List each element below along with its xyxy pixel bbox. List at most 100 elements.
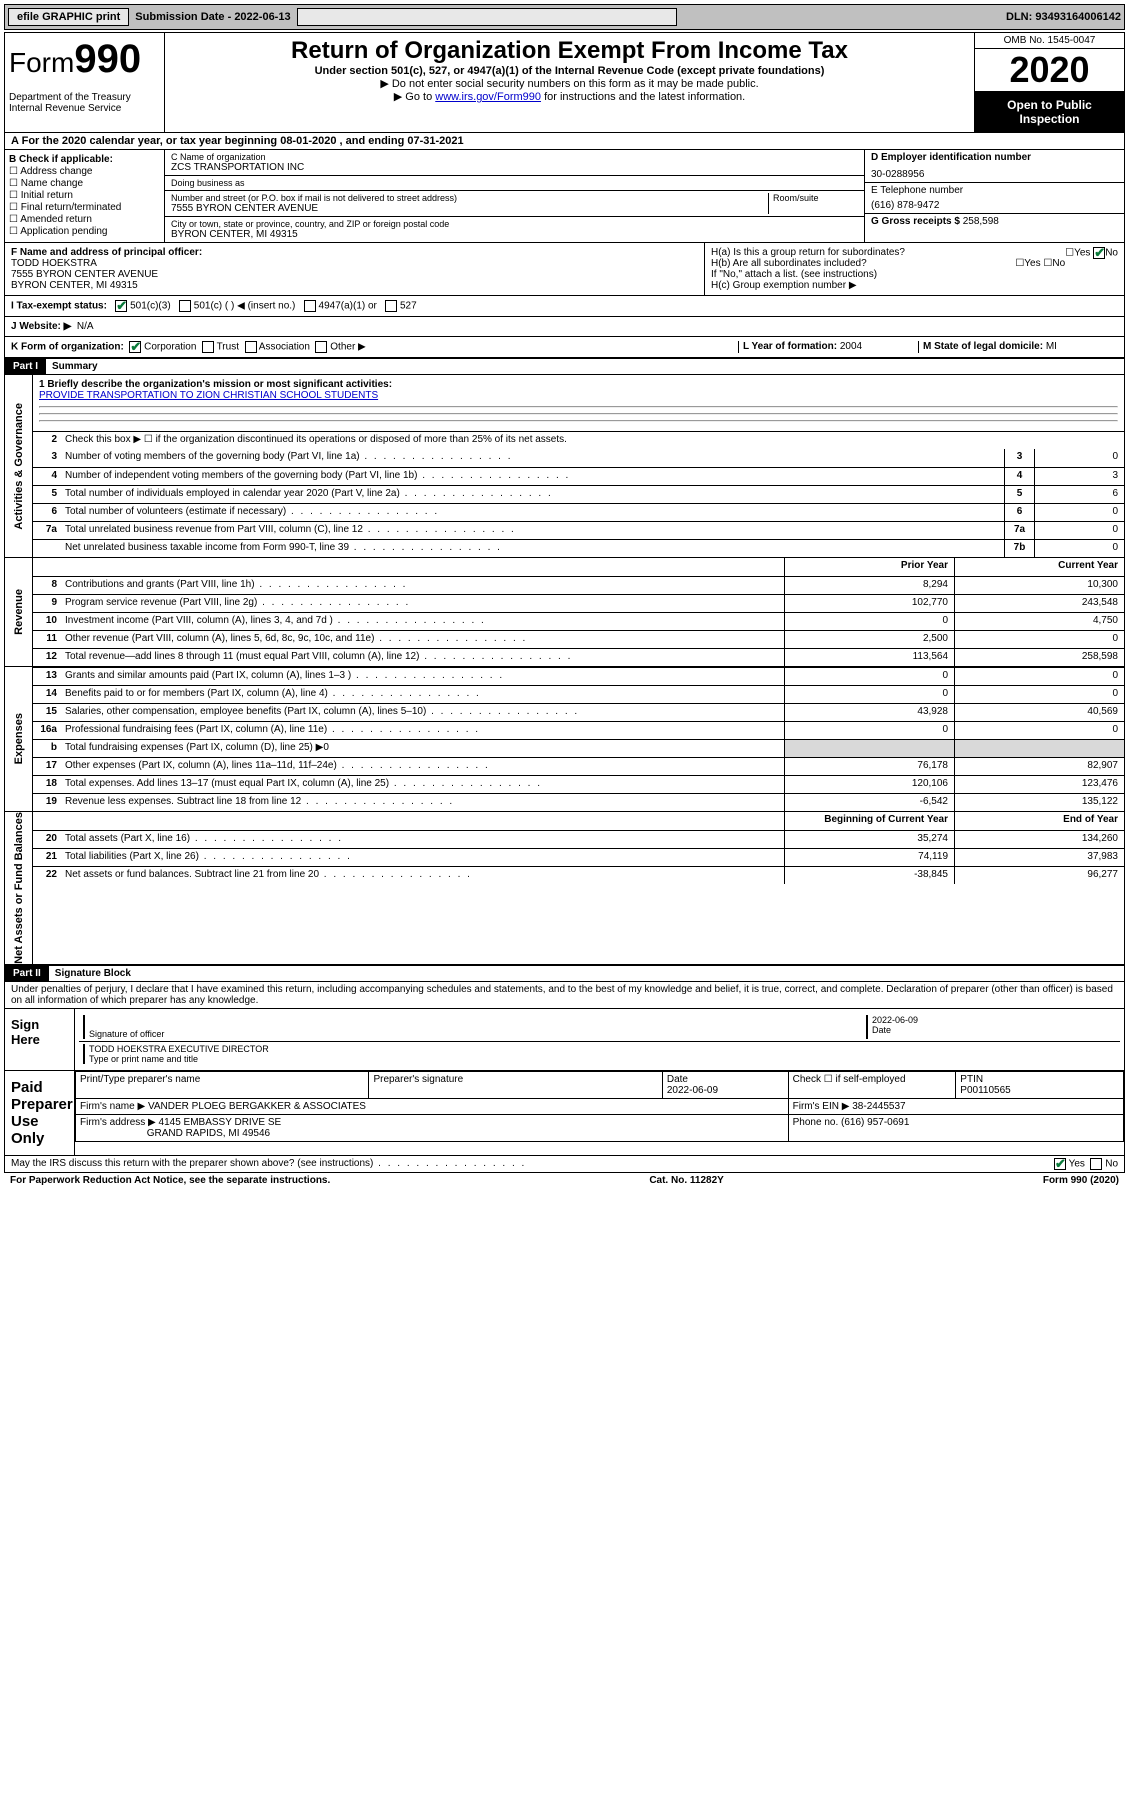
chk-amended[interactable]: ☐ Amended return: [9, 214, 160, 225]
street-label: Number and street (or P.O. box if mail i…: [171, 193, 768, 203]
room-label: Room/suite: [773, 193, 858, 203]
beg-hdr: Beginning of Current Year: [784, 812, 954, 830]
preparer-table: Print/Type preparer's name Preparer's si…: [75, 1071, 1124, 1142]
chk-final[interactable]: ☐ Final return/terminated: [9, 202, 160, 213]
d-label: D Employer identification number: [871, 152, 1031, 163]
firm-phone: (616) 957-0691: [841, 1117, 909, 1128]
chk-pending[interactable]: ☐ Application pending: [9, 226, 160, 237]
hc-label: H(c) Group exemption number ▶: [711, 280, 1118, 291]
ptin-value: P00110565: [960, 1085, 1010, 1096]
prep-h2: Preparer's signature: [373, 1074, 463, 1085]
line2-text: Check this box ▶ ☐ if the organization d…: [61, 432, 1124, 449]
k-label: K Form of organization:: [11, 342, 124, 353]
chk-other[interactable]: [315, 341, 327, 353]
city-label: City or town, state or province, country…: [171, 219, 858, 229]
officer-name: TODD HOEKSTRA: [11, 258, 97, 269]
netassets-section: Net Assets or Fund Balances Beginning of…: [5, 812, 1124, 965]
f-section: F Name and address of principal officer:…: [5, 243, 704, 295]
irs-link[interactable]: www.irs.gov/Form990: [435, 91, 541, 103]
m-label: M State of legal domicile:: [923, 341, 1043, 352]
chk-address[interactable]: ☐ Address change: [9, 166, 160, 177]
omb-number: OMB No. 1545-0047: [975, 33, 1124, 49]
year-formed: 2004: [840, 341, 862, 352]
org-name: ZCS TRANSPORTATION INC: [171, 162, 858, 173]
opt-corp: Corporation: [144, 342, 196, 353]
net-line-21: 21 Total liabilities (Part X, line 26) 7…: [33, 848, 1124, 866]
e-label: E Telephone number: [871, 185, 1118, 196]
part2-bar: Part II Signature Block: [5, 965, 1124, 982]
tax-year: 2020: [975, 49, 1124, 92]
h-section: H(a) Is this a group return for subordin…: [704, 243, 1124, 295]
expenses-section: Expenses 13 Grants and similar amounts p…: [5, 667, 1124, 812]
opt-527: 527: [400, 301, 417, 312]
discuss-row: May the IRS discuss this return with the…: [5, 1156, 1124, 1172]
exp-line-13: 13 Grants and similar amounts paid (Part…: [33, 667, 1124, 685]
dba-label: Doing business as: [171, 178, 858, 188]
curr-hdr: Current Year: [954, 558, 1124, 576]
form-title: Return of Organization Exempt From Incom…: [169, 37, 970, 65]
form-header: Form990 Department of the Treasury Inter…: [5, 33, 1124, 133]
firm-label: Firm's name ▶: [80, 1101, 145, 1112]
dln-label: DLN: 93493164006142: [1006, 11, 1121, 23]
prep-h5: PTIN: [960, 1074, 983, 1085]
side-rev: Revenue: [5, 558, 33, 666]
prep-h1: Print/Type preparer's name: [80, 1074, 200, 1085]
note2-pre: ▶ Go to: [394, 91, 435, 103]
side-gov: Activities & Governance: [5, 375, 33, 557]
sig-date-label: Date: [872, 1025, 891, 1035]
opt-501c: 501(c) ( ) ◀ (insert no.): [194, 301, 296, 312]
submission-date-label: Submission Date - 2022-06-13: [135, 11, 290, 23]
chk-501c3[interactable]: [115, 300, 127, 312]
officer-type-label: Type or print name and title: [89, 1054, 198, 1064]
chk-initial[interactable]: ☐ Initial return: [9, 190, 160, 201]
exp-line-15: 15 Salaries, other compensation, employe…: [33, 703, 1124, 721]
opt-501c3: 501(c)(3): [130, 301, 171, 312]
chk-501c[interactable]: [179, 300, 191, 312]
gov-line-4: 4 Number of independent voting members o…: [33, 467, 1124, 485]
form-note-1: ▶ Do not enter social security numbers o…: [169, 77, 970, 90]
part1-title: Summary: [46, 359, 104, 374]
mission-text: PROVIDE TRANSPORTATION TO ZION CHRISTIAN…: [39, 390, 378, 401]
mission-label: 1 Briefly describe the organization's mi…: [39, 379, 392, 390]
part1-hdr: Part I: [5, 359, 46, 374]
street-value: 7555 BYRON CENTER AVENUE: [171, 203, 768, 214]
chk-assoc[interactable]: [245, 341, 257, 353]
chk-4947[interactable]: [304, 300, 316, 312]
period-row: A For the 2020 calendar year, or tax yea…: [5, 133, 1124, 150]
discuss-no[interactable]: [1090, 1158, 1102, 1170]
declaration: Under penalties of perjury, I declare th…: [5, 982, 1124, 1008]
exp-line-19: 19 Revenue less expenses. Subtract line …: [33, 793, 1124, 811]
phone-label: Phone no.: [793, 1117, 839, 1128]
section-fh: F Name and address of principal officer:…: [5, 243, 1124, 296]
net-line-22: 22 Net assets or fund balances. Subtract…: [33, 866, 1124, 884]
c-section: C Name of organization ZCS TRANSPORTATIO…: [165, 150, 864, 242]
efile-button[interactable]: efile GRAPHIC print: [8, 8, 129, 26]
rev-line-11: 11 Other revenue (Part VIII, column (A),…: [33, 630, 1124, 648]
side-exp: Expenses: [5, 667, 33, 811]
phone-value: (616) 878-9472: [871, 200, 1118, 211]
form-note-2: ▶ Go to www.irs.gov/Form990 for instruct…: [169, 90, 970, 103]
ha-label: H(a) Is this a group return for subordin…: [711, 247, 905, 258]
chk-corp[interactable]: [129, 341, 141, 353]
header-right: OMB No. 1545-0047 2020 Open to Public In…: [974, 33, 1124, 132]
firm-addr2: GRAND RAPIDS, MI 49546: [147, 1128, 270, 1139]
j-website-row: J Website: ▶ N/A: [5, 317, 1124, 337]
opt-assoc: Association: [259, 342, 310, 353]
side-net: Net Assets or Fund Balances: [5, 812, 33, 964]
sign-here-block: Sign Here Signature of officer 2022-06-0…: [5, 1008, 1124, 1071]
revenue-section: Revenue Prior Year Current Year 8 Contri…: [5, 558, 1124, 667]
firm-addr1: 4145 EMBASSY DRIVE SE: [159, 1117, 282, 1128]
discuss-yes[interactable]: [1054, 1158, 1066, 1170]
exp-line-17: 17 Other expenses (Part IX, column (A), …: [33, 757, 1124, 775]
chk-trust[interactable]: [202, 341, 214, 353]
blank-button: [297, 8, 677, 26]
open-to-public: Open to Public Inspection: [975, 92, 1124, 132]
ein-value: 30-0288956: [871, 169, 1118, 180]
ein-label: Firm's EIN ▶: [793, 1101, 850, 1112]
ha-no-checkbox[interactable]: [1093, 247, 1105, 259]
exp-line-18: 18 Total expenses. Add lines 13–17 (must…: [33, 775, 1124, 793]
cat-no: Cat. No. 11282Y: [649, 1175, 723, 1186]
paid-preparer-block: Paid Preparer Use Only Print/Type prepar…: [5, 1071, 1124, 1156]
chk-name[interactable]: ☐ Name change: [9, 178, 160, 189]
chk-527[interactable]: [385, 300, 397, 312]
